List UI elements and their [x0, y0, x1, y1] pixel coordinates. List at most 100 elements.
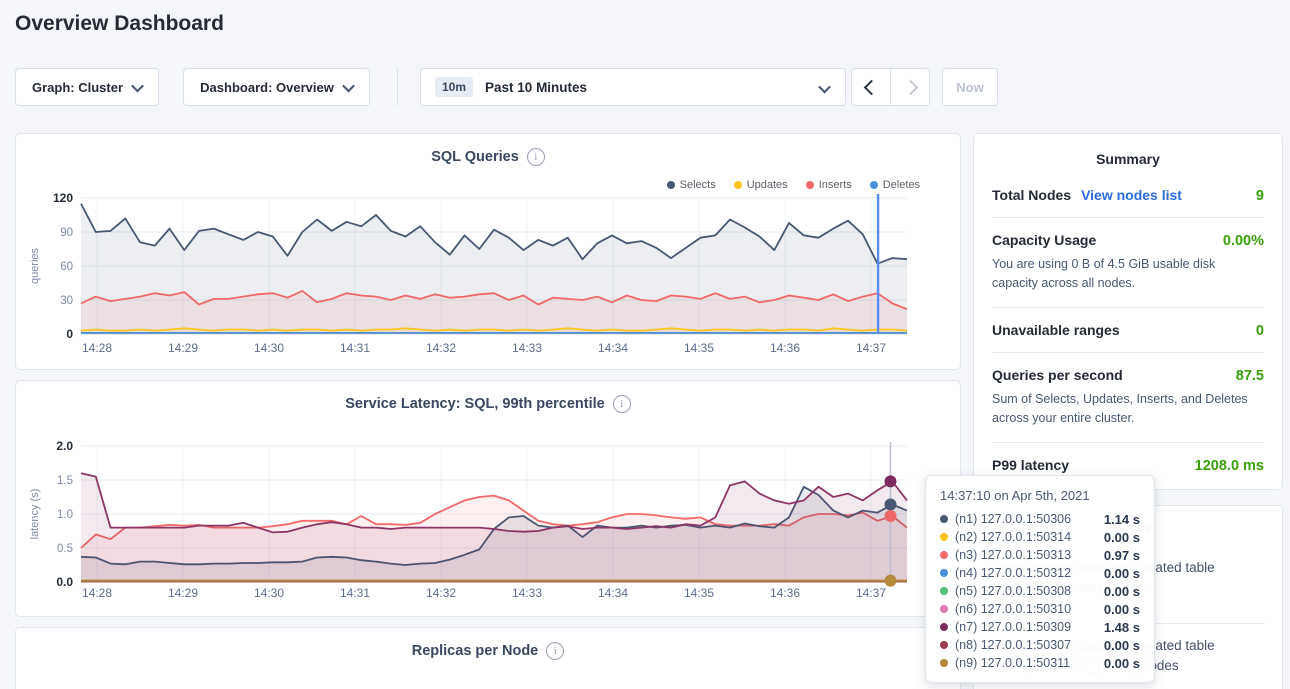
legend-dot-icon: [733, 181, 742, 189]
summary-label: P99 latency: [992, 456, 1070, 473]
prev-range-button[interactable]: [852, 69, 891, 105]
hover-tooltip: 14:37:10 on Apr 5th, 2021 (n1) 127.0.0.1…: [925, 475, 1155, 683]
svg-text:14:34: 14:34: [598, 586, 628, 600]
graph-dropdown[interactable]: Graph: Cluster: [15, 68, 159, 106]
summary-row-total-nodes: Total Nodes View nodes list 9: [992, 173, 1264, 218]
chart-title: Service Latency: SQL, 99th percentile i: [16, 381, 960, 413]
tooltip-row: (n4) 127.0.0.1:50312 0.00 s: [940, 564, 1140, 582]
svg-text:14:36: 14:36: [770, 341, 800, 355]
svg-text:2.0: 2.0: [56, 439, 73, 453]
now-button-label: Now: [956, 79, 984, 95]
summary-title: Summary: [1096, 151, 1160, 167]
svg-text:queries: queries: [29, 247, 41, 284]
legend-item: Inserts: [805, 179, 852, 191]
latency-panel: Service Latency: SQL, 99th percentile i …: [15, 380, 961, 617]
chevron-down-icon: [131, 79, 144, 92]
svg-text:14:28: 14:28: [82, 586, 112, 600]
timeframe-label: Past 10 Minutes: [485, 79, 588, 95]
svg-text:14:28: 14:28: [82, 341, 112, 355]
legend-dot-icon: [666, 181, 675, 189]
sql-queries-panel: SQL Queries i Selects Updates Inserts Delet…: [15, 133, 961, 370]
chart-title-text: SQL Queries: [431, 149, 519, 165]
chevron-down-icon: [341, 79, 355, 92]
chevron-right-icon: [902, 79, 918, 95]
info-icon[interactable]: i: [612, 395, 631, 413]
node-color-dot-icon: [940, 515, 948, 523]
svg-text:0.0: 0.0: [56, 575, 73, 589]
summary-row-qps: Queries per second 87.5 Sum of Selects, …: [992, 353, 1264, 443]
info-icon[interactable]: i: [546, 642, 565, 660]
svg-text:14:30: 14:30: [254, 586, 284, 600]
tooltip-rows: (n1) 127.0.0.1:50306 1.14 s (n2) 127.0.0.1…: [940, 510, 1140, 672]
summary-subtext: You are using 0 B of 4.5 GiB usable disk…: [992, 257, 1216, 291]
summary-label: Capacity Usage: [992, 232, 1097, 248]
view-nodes-link[interactable]: View nodes list: [1081, 187, 1182, 203]
svg-text:1.0: 1.0: [57, 509, 73, 521]
svg-text:0: 0: [66, 327, 73, 341]
summary-value: 87.5: [1235, 367, 1264, 384]
svg-text:14:33: 14:33: [512, 586, 542, 600]
graph-dropdown-label: Graph: Cluster: [31, 79, 123, 95]
chart-title-text: Replicas per Node: [411, 643, 539, 659]
summary-row-p99: P99 latency 1208.0 ms: [992, 443, 1264, 487]
tooltip-row: (n2) 127.0.0.1:50314 0.00 s: [940, 528, 1140, 546]
summary-panel: Summary Total Nodes View nodes list 9 Ca…: [973, 133, 1283, 490]
legend-dot-icon: [869, 181, 878, 189]
legend-item: Deletes: [869, 179, 920, 191]
svg-text:14:30: 14:30: [254, 341, 284, 355]
svg-text:14:31: 14:31: [340, 341, 370, 355]
dashboard-dropdown[interactable]: Dashboard: Overview: [183, 68, 370, 106]
svg-text:60: 60: [60, 261, 73, 273]
svg-text:14:36: 14:36: [770, 586, 800, 600]
time-window-badge: 10m: [435, 77, 474, 97]
chart-title: SQL Queries i: [16, 134, 960, 166]
svg-text:30: 30: [60, 295, 73, 307]
summary-value: 9: [1255, 188, 1264, 204]
summary-row-capacity: Capacity Usage 0.00% You are using 0 B o…: [992, 218, 1264, 308]
legend-item: Selects: [666, 179, 716, 191]
summary-row-unavailable-ranges: Unavailable ranges 0: [992, 308, 1264, 353]
legend-item: Updates: [733, 179, 788, 191]
svg-text:latency (s): latency (s): [29, 489, 41, 540]
page-title: Overview Dashboard: [15, 12, 224, 35]
node-color-dot-icon: [940, 659, 948, 667]
svg-text:14:37: 14:37: [856, 586, 886, 600]
tooltip-row: (n9) 127.0.0.1:50311 0.00 s: [940, 654, 1140, 672]
now-button[interactable]: Now: [942, 68, 998, 106]
chart-title: Replicas per Node i: [16, 628, 960, 660]
tooltip-row: (n5) 127.0.0.1:50308 0.00 s: [940, 582, 1140, 600]
summary-value: 1208.0 ms: [1194, 457, 1264, 474]
node-color-dot-icon: [940, 533, 948, 541]
toolbar-divider: [397, 68, 398, 106]
summary-subtext: Sum of Selects, Updates, Inserts, and De…: [992, 391, 1248, 426]
svg-text:0.5: 0.5: [57, 543, 73, 555]
summary-body: Total Nodes View nodes list 9 Capacity U…: [974, 167, 1282, 487]
tooltip-row: (n6) 127.0.0.1:50310 0.00 s: [940, 600, 1140, 618]
chart-title-text: Service Latency: SQL, 99th percentile: [345, 396, 605, 412]
summary-label: Queries per second: [992, 366, 1123, 383]
tooltip-timestamp: 14:37:10 on Apr 5th, 2021: [940, 488, 1090, 503]
range-step-buttons: [851, 68, 930, 106]
svg-text:14:37: 14:37: [856, 341, 886, 355]
latency-chart[interactable]: 0.0 0.5 1.0 1.5 2.0 14:28 14:29 14:30 14:31 14:32…: [16, 433, 962, 616]
svg-text:14:35: 14:35: [684, 341, 714, 355]
chevron-down-icon: [818, 80, 831, 94]
legend-dot-icon: [805, 181, 814, 189]
summary-label: Unavailable ranges: [992, 321, 1120, 338]
info-icon[interactable]: i: [526, 148, 545, 166]
svg-text:14:34: 14:34: [598, 341, 628, 355]
node-color-dot-icon: [940, 551, 948, 559]
svg-text:90: 90: [60, 227, 73, 239]
node-color-dot-icon: [940, 569, 948, 577]
sql-queries-chart[interactable]: 0 30 60 90 120 14:28 14:29 14:30 14:31 14:32 14:33…: [16, 186, 962, 369]
timeframe-dropdown[interactable]: 10m Past 10 Minutes: [420, 68, 846, 106]
summary-value: 0.00%: [1222, 233, 1264, 249]
node-color-dot-icon: [940, 641, 948, 649]
tooltip-row: (n1) 127.0.0.1:50306 1.14 s: [940, 510, 1140, 528]
tooltip-row: (n8) 127.0.0.1:50307 0.00 s: [940, 636, 1140, 654]
svg-text:14:32: 14:32: [426, 341, 456, 355]
next-range-button[interactable]: [891, 69, 929, 105]
svg-text:1.5: 1.5: [57, 475, 73, 487]
svg-text:14:32: 14:32: [426, 586, 456, 600]
